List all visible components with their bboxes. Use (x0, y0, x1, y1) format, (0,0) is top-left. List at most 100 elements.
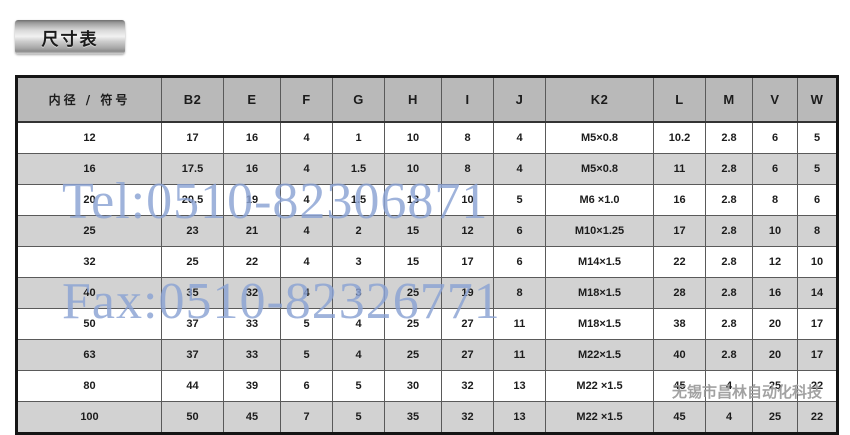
table-row: 16 17.5 16 4 1.5 10 8 4 M5×0.8 11 2.8 6 5 (16, 153, 838, 185)
table-cell: 37 (161, 339, 224, 371)
table-cell: 6 (752, 121, 798, 154)
table-cell: 5 (280, 339, 333, 371)
table-row: 32 25 22 4 3 15 17 6 M14×1.5 22 2.8 12 10 (16, 246, 838, 278)
table-cell: 16 (223, 153, 281, 185)
table-cell: 32 (441, 401, 494, 434)
table-cell-bore-size: 40 (16, 277, 162, 309)
table-cell: 40 (653, 339, 706, 371)
table-cell: 33 (223, 339, 281, 371)
table-cell: 5 (332, 401, 385, 434)
table-cell: 17 (797, 339, 838, 371)
table-row: 63 37 33 5 4 25 27 11 M22×1.5 40 2.8 20 17 (16, 339, 838, 371)
table-cell: 4 (332, 308, 385, 340)
table-cell: 6 (280, 370, 333, 402)
table-cell: 4 (280, 215, 333, 247)
table-cell: 22 (223, 246, 281, 278)
table-cell-bore-size: 25 (16, 215, 162, 247)
table-cell: 6 (493, 246, 546, 278)
table-column-header-l: L (653, 76, 706, 123)
table-cell: 39 (223, 370, 281, 402)
table-cell: 5 (493, 184, 546, 216)
table-cell: 27 (441, 339, 494, 371)
table-cell: 45 (223, 401, 281, 434)
table-cell: 20 (752, 308, 798, 340)
table-cell: M5×0.8 (545, 153, 654, 185)
table-cell: 6 (797, 184, 838, 216)
table-cell: M18×1.5 (545, 308, 654, 340)
table-cell: M14×1.5 (545, 246, 654, 278)
table-cell: 5 (797, 153, 838, 185)
table-cell: 17 (441, 246, 494, 278)
table-cell: 35 (161, 277, 224, 309)
table-cell: 25 (384, 277, 442, 309)
table-cell: 2.8 (705, 308, 753, 340)
table-cell: 6 (752, 153, 798, 185)
table-cell: 2.8 (705, 184, 753, 216)
table-cell: 25 (384, 308, 442, 340)
table-cell: 4 (493, 121, 546, 154)
table-cell: 35 (384, 401, 442, 434)
table-cell-bore-size: 80 (16, 370, 162, 402)
table-cell: 33 (223, 308, 281, 340)
table-cell: 2.8 (705, 277, 753, 309)
table-cell: M6 ×1.0 (545, 184, 654, 216)
table-row: 12 17 16 4 1 10 8 4 M5×0.8 10.2 2.8 6 5 (16, 121, 838, 154)
dimension-table: 内径 / 符号 B2 E F G H I J K2 L M V W 12 17 16 4 1 10 8 4 M5×0.8… (15, 75, 839, 435)
table-cell: 8 (493, 277, 546, 309)
table-cell: 19 (441, 277, 494, 309)
table-cell: 45 (653, 401, 706, 434)
table-cell: 10 (797, 246, 838, 278)
table-cell: M22 ×1.5 (545, 401, 654, 434)
table-cell: 32 (223, 277, 281, 309)
table-cell: 7 (280, 401, 333, 434)
table-cell: 6 (493, 215, 546, 247)
dimension-table-container: 内径 / 符号 B2 E F G H I J K2 L M V W 12 17 16 4 1 10 8 4 M5×0.8… (15, 75, 839, 435)
table-cell: 12 (441, 215, 494, 247)
table-cell: 4 (280, 121, 333, 154)
table-cell: 8 (752, 184, 798, 216)
table-cell: 5 (332, 370, 385, 402)
table-cell: 8 (441, 153, 494, 185)
table-cell: 11 (493, 339, 546, 371)
table-cell: 4 (493, 153, 546, 185)
table-cell: 4 (705, 370, 753, 402)
table-cell: 15 (384, 246, 442, 278)
table-cell: 1 (332, 121, 385, 154)
table-cell: 1.5 (332, 153, 385, 185)
table-cell: 25 (161, 246, 224, 278)
table-cell: 44 (161, 370, 224, 402)
table-cell: 5 (280, 308, 333, 340)
table-cell: M10×1.25 (545, 215, 654, 247)
table-cell: 8 (797, 215, 838, 247)
table-cell: 25 (752, 401, 798, 434)
table-cell: 19 (223, 184, 281, 216)
table-cell-bore-size: 20 (16, 184, 162, 216)
table-column-header-h: H (384, 76, 442, 123)
table-cell: 32 (441, 370, 494, 402)
table-column-header-b2: B2 (161, 76, 224, 123)
table-cell-bore-size: 100 (16, 401, 162, 434)
table-cell: 2.8 (705, 153, 753, 185)
table-header-row: 内径 / 符号 B2 E F G H I J K2 L M V W (16, 76, 838, 123)
table-cell: 4 (332, 339, 385, 371)
table-row: 20 20.5 19 4 1.5 13 10 5 M6 ×1.0 16 2.8 8 6 (16, 184, 838, 216)
table-cell: 10.2 (653, 121, 706, 154)
table-cell: 28 (653, 277, 706, 309)
table-column-header-f: F (280, 76, 333, 123)
table-cell: M22 ×1.5 (545, 370, 654, 402)
table-cell: 15 (384, 215, 442, 247)
table-cell: 13 (493, 401, 546, 434)
table-column-header-e: E (223, 76, 281, 123)
table-cell: 2.8 (705, 215, 753, 247)
table-cell: 2.8 (705, 339, 753, 371)
table-cell: 3 (332, 246, 385, 278)
table-cell: 27 (441, 308, 494, 340)
table-cell: 23 (161, 215, 224, 247)
table-cell: 38 (653, 308, 706, 340)
table-cell: 50 (161, 401, 224, 434)
table-cell-bore-size: 32 (16, 246, 162, 278)
table-cell-bore-size: 12 (16, 121, 162, 154)
table-cell: 11 (653, 153, 706, 185)
table-cell: 13 (384, 184, 442, 216)
table-cell-bore-size: 16 (16, 153, 162, 185)
